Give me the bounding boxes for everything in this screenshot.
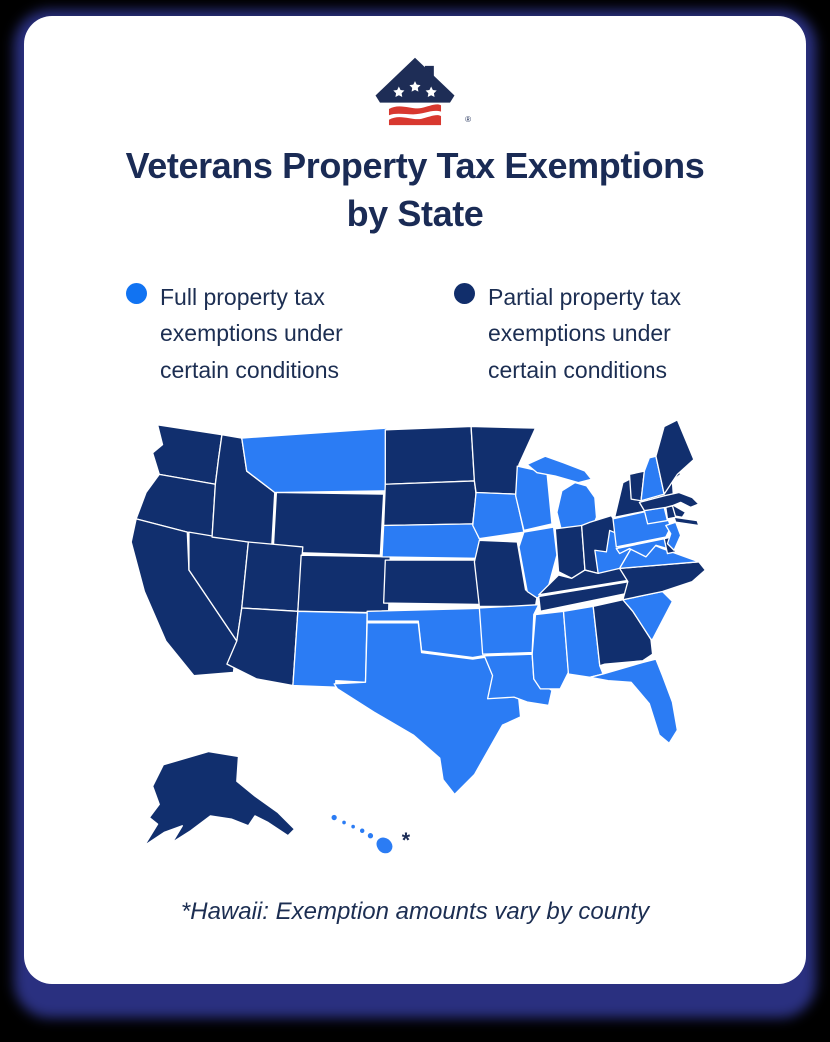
us-choropleth-map: * xyxy=(130,419,707,855)
state-CO xyxy=(297,554,391,614)
state-TX xyxy=(333,622,522,796)
state-ME xyxy=(655,419,695,495)
state-AK xyxy=(143,750,296,847)
state-HI-island-3 xyxy=(349,823,357,830)
legend-label-partial: Partial property tax exemptions under ce… xyxy=(488,284,682,383)
state-NY-long-island xyxy=(673,516,700,527)
state-HI-island-2 xyxy=(340,819,348,826)
state-HI-island-1 xyxy=(330,813,339,822)
legend-item-partial: Partial property tax exemptions under ce… xyxy=(454,279,704,388)
state-IA xyxy=(472,491,525,540)
state-FL xyxy=(589,658,679,744)
state-ND xyxy=(384,425,476,485)
veterans-united-house-logo: ® xyxy=(367,56,471,126)
state-NC xyxy=(618,561,707,601)
state-AR xyxy=(478,604,540,655)
state-HI-island-5 xyxy=(366,831,375,840)
state-NM xyxy=(292,610,368,688)
registered-trademark: ® xyxy=(465,115,471,124)
house-flag-logo-graphic xyxy=(375,57,455,126)
state-IN xyxy=(554,524,586,579)
state-MI-upper-peninsula xyxy=(526,455,593,484)
full-exemption-swatch xyxy=(126,283,147,305)
hawaii-asterisk: * xyxy=(402,828,411,852)
state-UT xyxy=(241,541,304,612)
state-MO xyxy=(473,539,538,608)
state-WY xyxy=(272,491,385,556)
state-CA xyxy=(130,518,238,677)
state-MA xyxy=(638,491,700,512)
states-group xyxy=(130,419,707,855)
hawaii-footnote: *Hawaii: Exemption amounts vary by count… xyxy=(180,898,650,926)
partial-exemption-swatch xyxy=(454,283,475,305)
state-MI xyxy=(556,481,598,535)
legend-item-full: Full property tax exemptions under certa… xyxy=(126,279,376,388)
infographic-card: ® Veterans Property Tax Exemptions by St… xyxy=(24,16,806,984)
state-MT xyxy=(241,427,388,494)
legend-label-full: Full property tax exemptions under certa… xyxy=(160,284,343,383)
logo-container: ® xyxy=(24,16,806,126)
us-map: * xyxy=(24,410,806,872)
legend: Full property tax exemptions under certa… xyxy=(24,279,806,388)
state-HI-island-4 xyxy=(358,827,366,835)
state-SD xyxy=(382,480,477,527)
state-WI xyxy=(514,465,553,532)
state-HI-big-island xyxy=(375,836,394,855)
infographic-title: Veterans Property Tax Exemptions by Stat… xyxy=(125,145,705,234)
state-MS xyxy=(531,610,570,690)
